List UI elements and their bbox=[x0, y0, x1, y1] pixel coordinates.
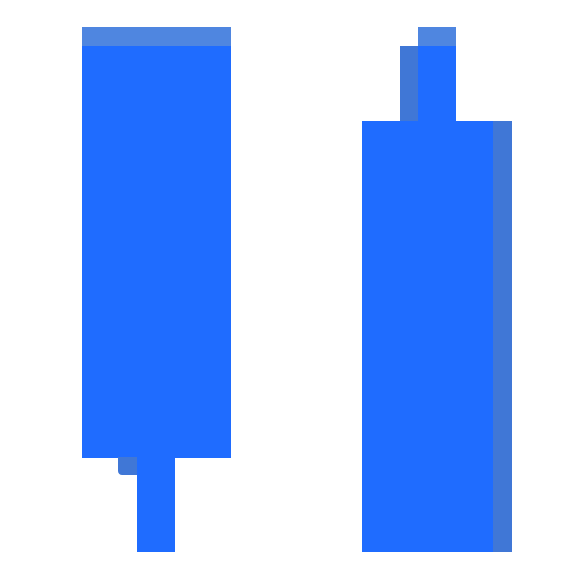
right-bar-body bbox=[362, 121, 512, 552]
left-bar-body bbox=[82, 46, 231, 458]
right-bar-stem-shadow bbox=[400, 46, 420, 122]
right-bar-stem bbox=[418, 46, 456, 122]
left-bar-cap bbox=[82, 27, 231, 47]
left-bar-stem bbox=[137, 457, 175, 552]
right-bar-body-shade bbox=[493, 121, 512, 552]
right-bar-cap bbox=[418, 27, 456, 47]
left-bar-stem-shadow bbox=[118, 457, 138, 475]
